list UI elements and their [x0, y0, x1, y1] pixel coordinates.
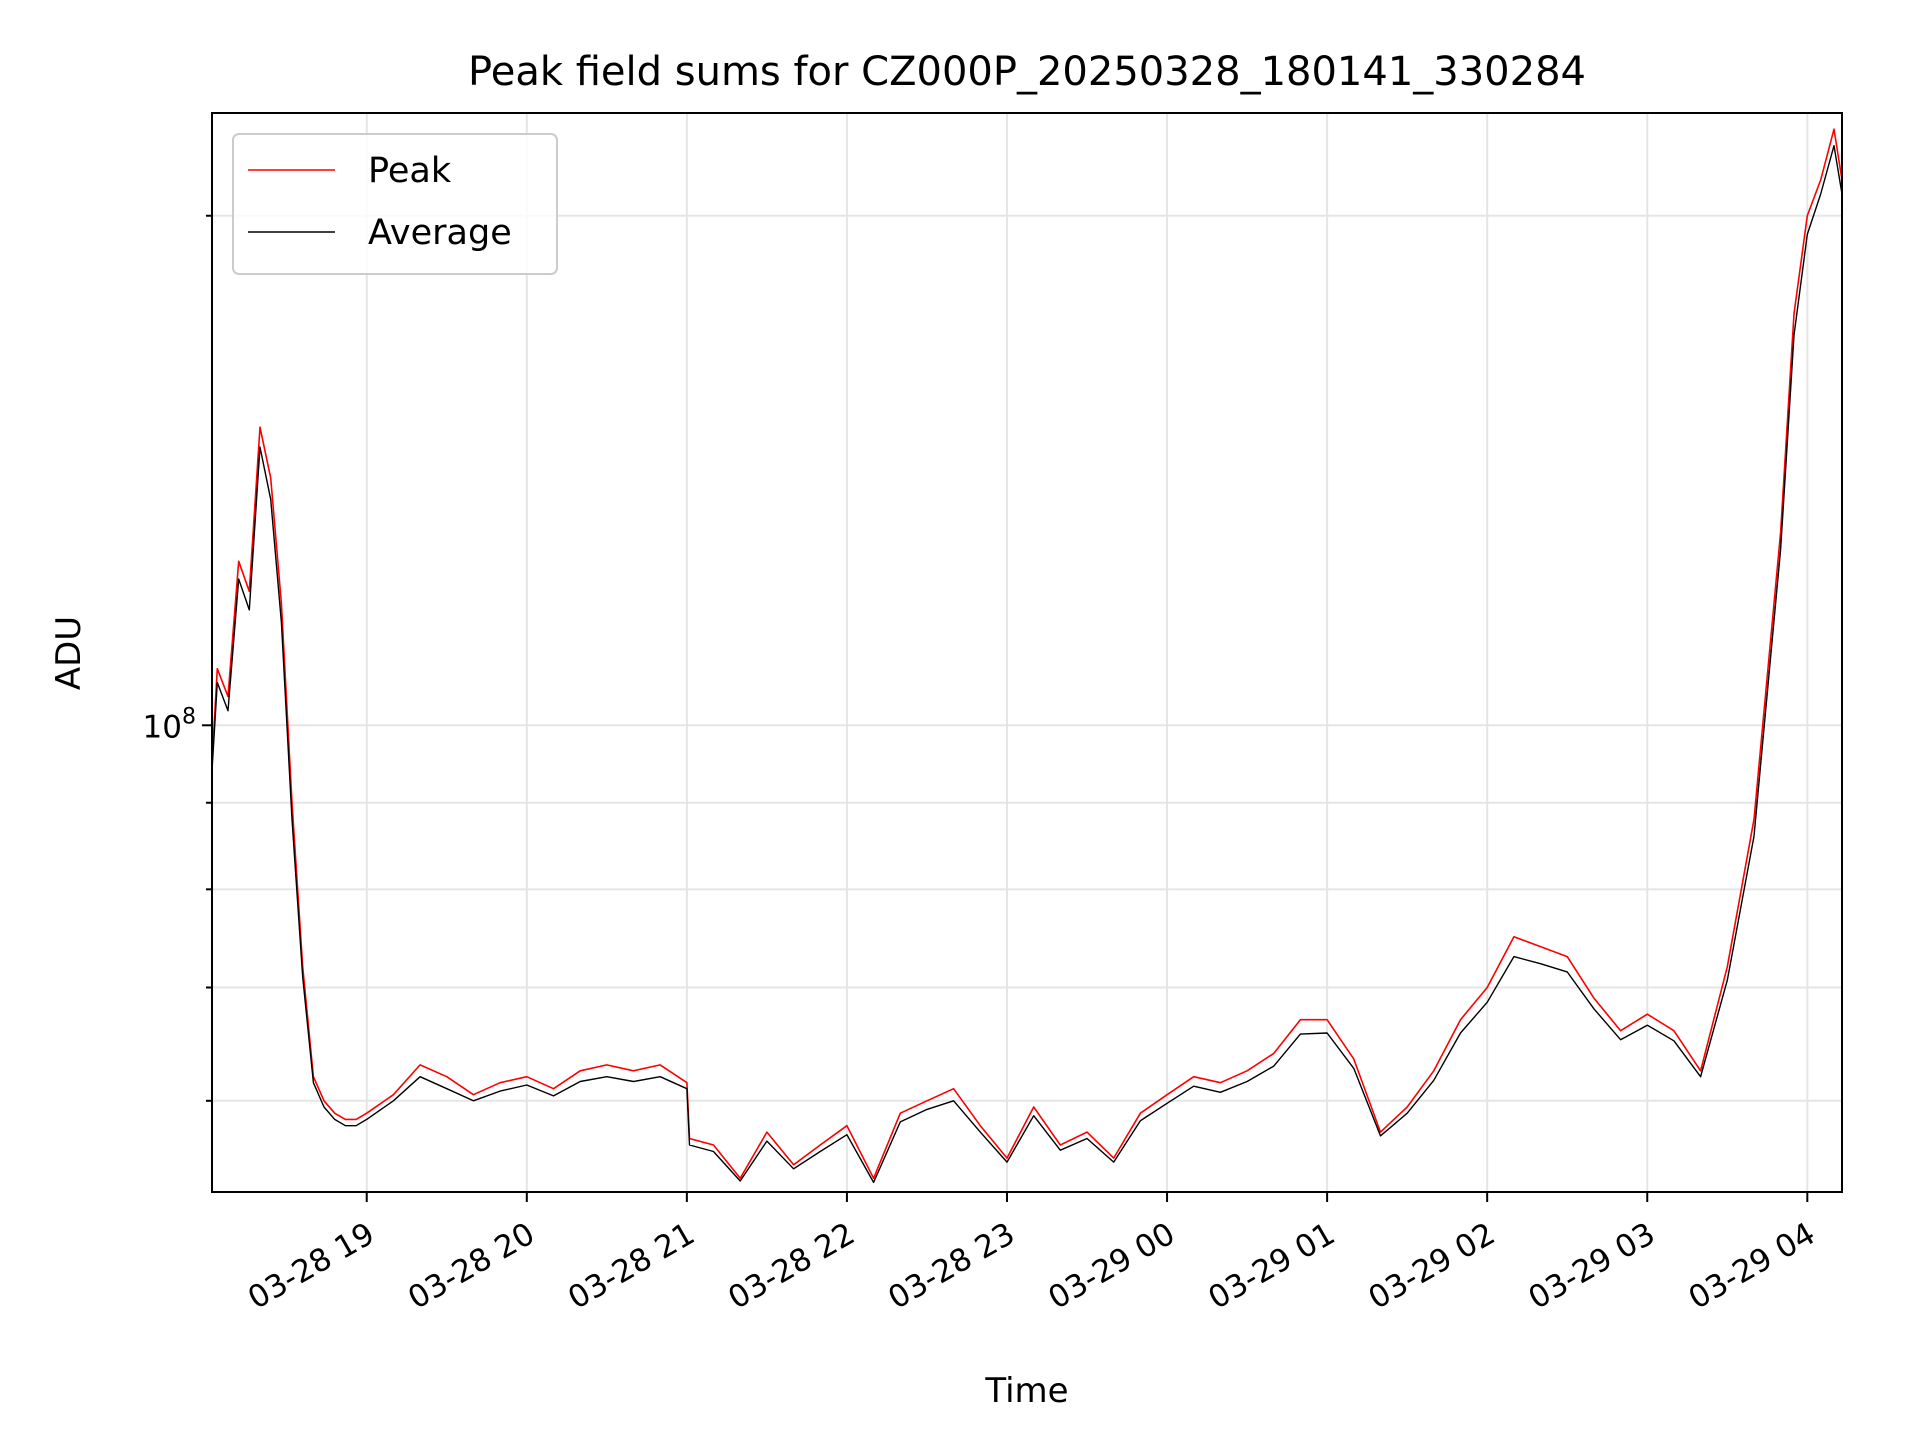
plot-frame [211, 112, 1843, 1193]
plot-series [211, 128, 1843, 1184]
series-line-peak [211, 128, 1843, 1180]
x-axis-label: Time [984, 1371, 1068, 1411]
legend: Peak Average [232, 133, 558, 275]
legend-box [232, 133, 558, 275]
legend-label-average: Average [368, 213, 512, 253]
chart-title: Peak field sums for CZ000P_20250328_1801… [468, 49, 1586, 95]
series-line-average [211, 144, 1843, 1184]
y-axis-label: ADU [49, 616, 89, 690]
legend-label-peak: Peak [368, 151, 452, 191]
